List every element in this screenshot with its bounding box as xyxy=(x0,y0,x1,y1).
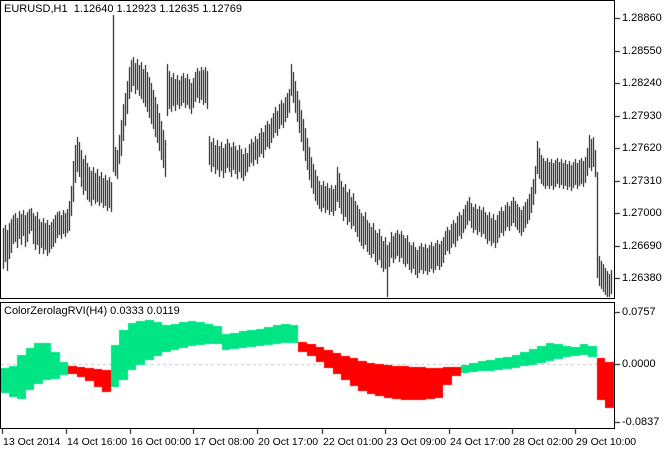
chart-canvas[interactable] xyxy=(0,0,668,449)
mt4-chart-window: EURUSD,H1 1.12640 1.12923 1.12635 1.1276… xyxy=(0,0,668,449)
